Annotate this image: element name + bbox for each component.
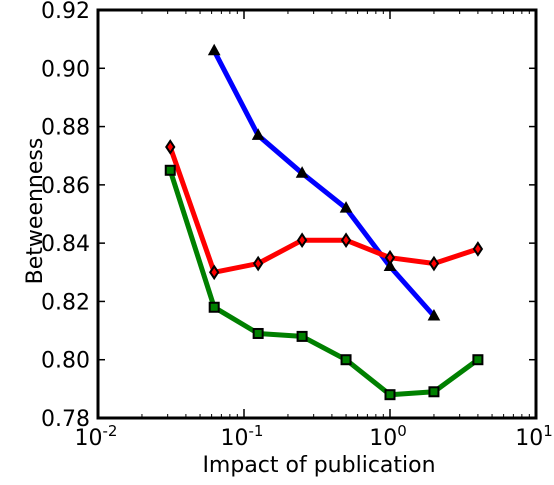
y-tick-label: 0.80	[41, 349, 90, 374]
square-marker	[164, 164, 176, 176]
diamond-marker	[428, 255, 440, 272]
y-tick-label: 0.86	[41, 174, 90, 199]
square-marker	[384, 389, 396, 401]
series-line-2	[167, 169, 480, 398]
square-marker	[428, 386, 440, 398]
x-tick-label: 10-2	[75, 422, 118, 451]
x-tick-label: 101	[515, 422, 553, 451]
diamond-marker	[472, 241, 484, 257]
y-tick-label: 0.84	[41, 232, 90, 257]
x-tick-label: 10-1	[221, 422, 264, 451]
diamond-marker	[296, 232, 308, 249]
diamond-marker	[384, 249, 396, 266]
axis-ticks	[97, 9, 537, 419]
square-marker	[252, 327, 264, 339]
y-axis-label: Betweenness	[23, 138, 48, 285]
series-line-1	[167, 146, 479, 275]
triangle-marker	[207, 43, 221, 56]
y-tick-label: 0.92	[41, 0, 90, 24]
diamond-marker	[340, 232, 352, 249]
diamond-marker	[208, 264, 220, 281]
data-series	[164, 43, 484, 401]
y-tick-labels: 0.78 0.80 0.82 0.84 0.86 0.88 0.90 0.92	[41, 0, 90, 432]
square-marker	[208, 301, 220, 313]
y-tick-label: 0.88	[41, 116, 90, 141]
y-tick-label: 0.90	[41, 57, 90, 82]
triangle-marker	[295, 166, 309, 178]
x-axis-label: Impact of publication	[202, 453, 435, 478]
square-marker	[472, 354, 484, 366]
y-tick-label: 0.82	[41, 290, 90, 315]
square-marker	[340, 354, 352, 366]
x-tick-label: 100	[369, 422, 407, 451]
square-marker	[296, 330, 308, 342]
diamond-marker	[252, 255, 264, 272]
y-tick-label: 0.78	[41, 407, 90, 432]
triangle-marker	[339, 201, 353, 213]
diamond-marker	[165, 139, 176, 155]
triangle-marker	[251, 128, 265, 140]
x-tick-labels: 10-2 10-1 100 101	[75, 422, 553, 451]
plot-frame	[96, 8, 538, 420]
series-line-0	[211, 49, 436, 318]
triangle-marker	[427, 308, 441, 321]
